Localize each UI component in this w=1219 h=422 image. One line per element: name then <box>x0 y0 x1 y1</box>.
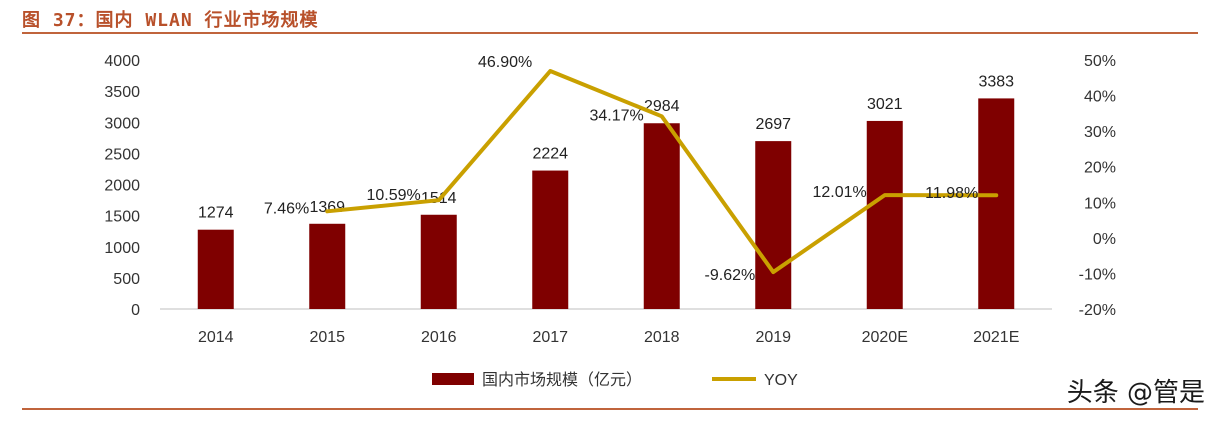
legend-label-bar: 国内市场规模（亿元） <box>482 371 642 389</box>
bar <box>197 229 234 309</box>
x-tick-label: 2018 <box>644 329 680 346</box>
x-tick-label: 2016 <box>421 329 457 346</box>
y-tick-label: 1500 <box>104 209 140 226</box>
bottom-rule <box>22 408 1198 410</box>
left-axis: 0 500 1000 1500 2000 2500 3000 3500 4000 <box>104 53 140 319</box>
bar <box>978 98 1015 309</box>
bar-value-label: 1274 <box>198 205 234 222</box>
legend: 国内市场规模（亿元） YOY <box>432 371 798 389</box>
y-tick-label: 4000 <box>104 53 140 70</box>
watermark: 头条 @管是 <box>1066 378 1205 408</box>
bar <box>755 141 792 309</box>
y-tick-label: 1000 <box>104 240 140 257</box>
y2-tick-label: -20% <box>1079 302 1116 319</box>
legend-label-line: YOY <box>764 372 798 389</box>
y2-tick-label: 30% <box>1084 124 1116 141</box>
x-tick-label: 2014 <box>198 329 234 346</box>
y2-tick-label: 50% <box>1084 53 1116 70</box>
y-tick-label: 3000 <box>104 115 140 132</box>
figure-title: 图 37：国内 WLAN 行业市场规模 <box>22 10 319 31</box>
bar <box>309 223 346 309</box>
y2-tick-label: 0% <box>1093 231 1116 248</box>
y-tick-label: 2000 <box>104 178 140 195</box>
y2-tick-label: 10% <box>1084 195 1116 212</box>
y-tick-label: 2500 <box>104 146 140 163</box>
yoy-value-label: 11.98% <box>925 185 978 202</box>
bar <box>643 123 680 309</box>
right-axis: -20% -10% 0% 10% 20% 30% 40% 50% <box>1079 53 1116 319</box>
bar <box>532 170 569 309</box>
y-tick-label: 500 <box>113 271 140 288</box>
yoy-value-label: -9.62% <box>705 267 756 284</box>
yoy-value-label: 12.01% <box>812 184 866 201</box>
top-rule <box>22 32 1198 34</box>
x-tick-label: 2015 <box>309 329 345 346</box>
line-series: 7.46% 10.59% 46.90% 34.17% -9.62% 12.01% 11.98… <box>264 54 999 284</box>
legend-swatch-bar <box>432 373 474 385</box>
y2-tick-label: -10% <box>1079 266 1116 283</box>
bar-value-label: 3021 <box>867 96 903 113</box>
y2-tick-label: 40% <box>1084 89 1116 106</box>
x-tick-label: 2019 <box>755 329 791 346</box>
bar <box>420 214 457 309</box>
yoy-value-label: 7.46% <box>264 200 309 217</box>
bar-value-label: 2224 <box>532 146 568 163</box>
y-tick-label: 0 <box>131 302 140 319</box>
yoy-value-label: 46.90% <box>478 54 532 71</box>
x-axis: 2014 2015 2016 2017 2018 2019 2020E 2021E <box>160 308 1052 346</box>
y-tick-label: 3500 <box>104 84 140 101</box>
bar-value-label: 3383 <box>978 73 1014 90</box>
y2-tick-label: 20% <box>1084 160 1116 177</box>
x-tick-label: 2017 <box>532 329 568 346</box>
yoy-line <box>325 69 999 275</box>
yoy-value-label: 10.59% <box>366 187 420 204</box>
yoy-value-label: 34.17% <box>589 107 643 124</box>
x-tick-label: 2021E <box>973 329 1019 346</box>
bar <box>866 120 903 309</box>
bar-value-label: 2697 <box>755 116 791 133</box>
x-tick-label: 2020E <box>862 329 908 346</box>
